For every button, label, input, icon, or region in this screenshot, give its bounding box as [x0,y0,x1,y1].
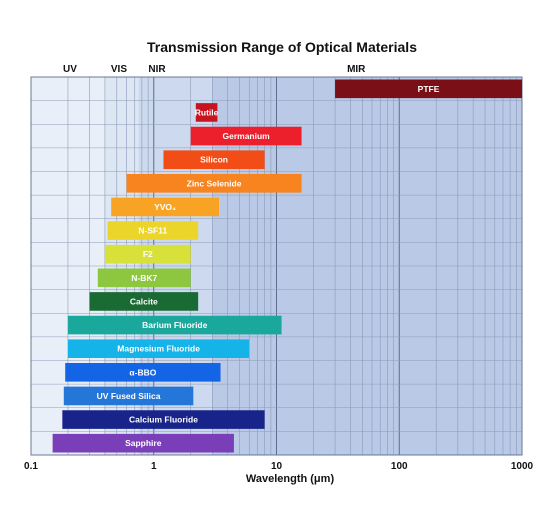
region-label-vis: VIS [111,64,127,75]
x-axis-label: Wavelength (μm) [246,473,335,485]
bar-label-9: Calcite [130,296,158,306]
bar-label-15: Sapphire [125,438,162,448]
bar-0 [335,79,522,99]
bar-label-13: UV Fused Silica [97,391,161,401]
bar-2 [190,126,302,146]
bar-label-3: Silicon [200,155,228,165]
plot-frame [30,76,523,456]
bar-14 [62,410,265,429]
bar-label-5: YVO₄ [154,202,176,212]
bar-11 [67,339,250,358]
x-tick-label: 1000 [511,461,534,472]
bar-12 [65,363,221,382]
bar-label-14: Calcium Fluoride [129,415,198,425]
bar-label-11: Magnesium Fluoride [117,344,200,354]
bar-label-8: N-BK7 [131,273,157,283]
bar-6 [107,221,199,240]
x-tick-label: 10 [271,461,283,472]
x-tick-label: 100 [391,461,408,472]
bar-label-7: F2 [143,249,153,259]
bar-3 [163,150,265,169]
bar-1 [195,103,218,122]
x-tick-labels: 0.1 1 10 100 1000 [24,461,534,472]
bar-label-2: Germanium [223,131,271,141]
bar-4 [126,174,302,193]
region-label-uv: UV [63,64,77,75]
x-tick-label: 1 [151,461,157,472]
region-label-nir: NIR [148,64,166,75]
bar-label-10: Barium Fluoride [142,320,207,330]
bar-10 [67,315,282,335]
bar-label-4: Zinc Selenide [187,178,242,188]
bar-8 [97,268,191,288]
bar-15 [52,433,234,453]
transmission-bars: PTFE Rutile Germanium Silicon Zinc Selenide Y… [52,79,522,453]
bar-label-12: α-BBO [129,367,156,377]
bar-label-0: PTFE [418,84,440,94]
region-labels: UV VIS NIR MIR [63,64,366,75]
chart-title: Transmission Range of Optical Materials [147,39,417,55]
bar-5 [111,197,219,217]
region-label-mir: MIR [347,64,366,75]
x-tick-label: 0.1 [24,461,38,472]
bar-9 [89,292,199,311]
bar-label-6: N-SF11 [138,226,167,236]
bar-label-1: Rutile [195,107,219,117]
bar-13 [63,386,194,406]
bar-7 [104,244,191,264]
